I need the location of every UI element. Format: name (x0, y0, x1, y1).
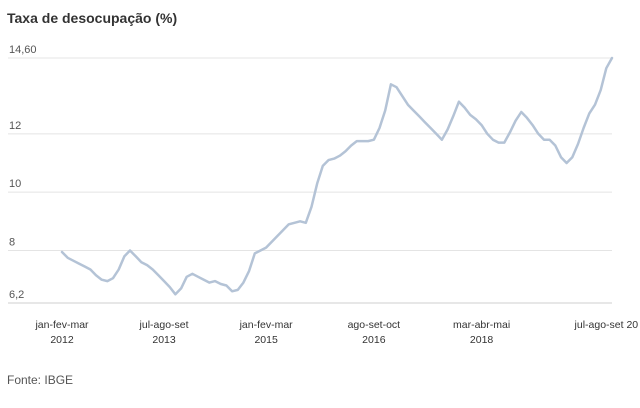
y-tick-label: 8 (9, 237, 15, 249)
x-tick-period: jul-ago-set 20 (574, 319, 639, 331)
x-tick-year: 2015 (254, 334, 278, 346)
x-tick-year: 2018 (470, 334, 494, 346)
x-tick-year: 2013 (152, 334, 176, 346)
x-tick-period: jan-fev-mar (239, 319, 294, 331)
series-line (60, 56, 614, 296)
chart-title: Taxa de desocupação (%) (7, 10, 178, 26)
series-lines (60, 56, 614, 296)
x-tick-period: jan-fev-mar (34, 319, 89, 331)
x-tick-period: jul-ago-set (139, 319, 189, 331)
x-tick-year: 2012 (50, 334, 74, 346)
y-axis-ticks: 14,60 12 10 8 6,2 (9, 44, 37, 301)
y-tick-label: 6,2 (9, 289, 24, 301)
y-tick-label: 14,60 (9, 44, 37, 56)
y-tick-label: 10 (9, 178, 21, 190)
x-tick-period: ago-set-oct (348, 319, 401, 331)
source-note: Fonte: IBGE (7, 373, 74, 387)
x-tick-year: 2016 (362, 334, 386, 346)
x-axis-ticks: jan-fev-mar 2012 jul-ago-set 2013 jan-fev-ma… (34, 319, 638, 346)
gridlines (8, 57, 612, 304)
x-tick-period: mar-abr-mai (453, 319, 510, 331)
y-tick-label: 12 (9, 120, 21, 132)
